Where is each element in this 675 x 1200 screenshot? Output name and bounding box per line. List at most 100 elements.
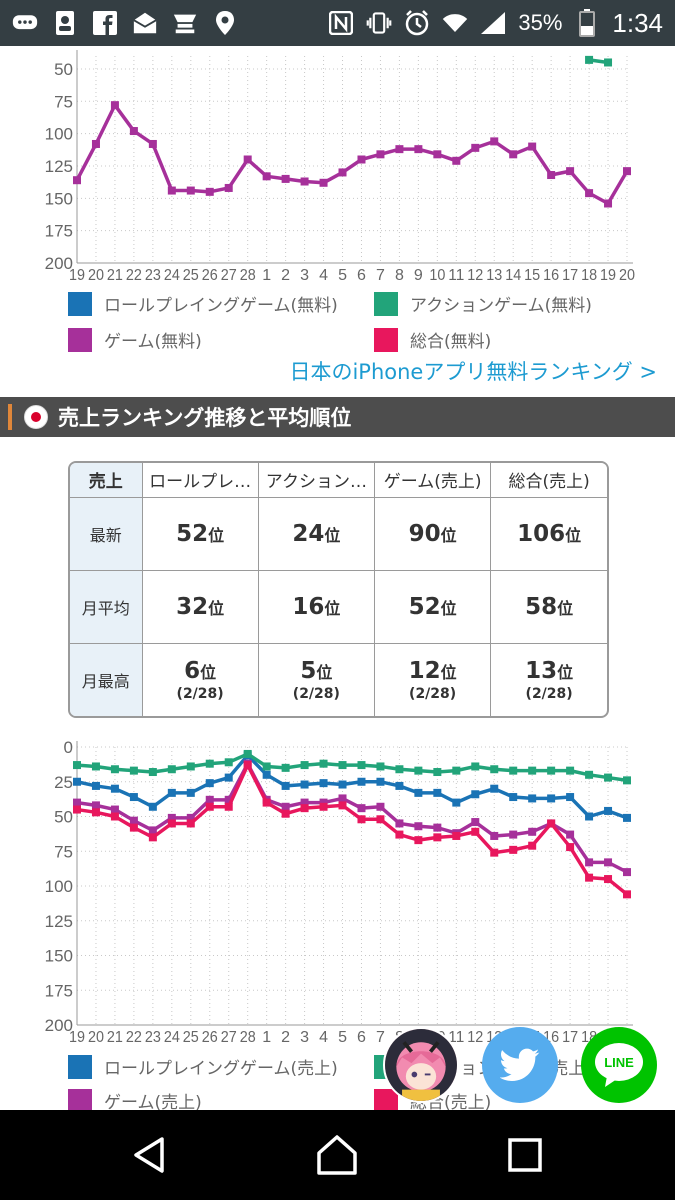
legend-item: ゲーム(売上) xyxy=(68,1088,202,1110)
data-point xyxy=(338,761,347,770)
data-point xyxy=(623,813,631,822)
data-point xyxy=(110,101,119,110)
line-share-button[interactable]: LINE xyxy=(581,1027,657,1103)
data-point xyxy=(566,830,575,839)
data-point xyxy=(262,770,271,779)
data-point xyxy=(566,793,575,802)
legend-label: アクションゲーム(無料) xyxy=(410,296,592,316)
data-point xyxy=(357,804,366,813)
data-point xyxy=(395,830,404,839)
legend-label: ゲーム(無料) xyxy=(104,332,202,352)
data-point xyxy=(319,802,328,811)
x-tick-label: 25 xyxy=(183,1029,199,1046)
data-point xyxy=(186,813,195,822)
rank-value: 52 xyxy=(176,520,209,547)
data-point xyxy=(490,784,499,793)
rank-value: 90 xyxy=(408,520,441,547)
legend-label: ゲーム(売上) xyxy=(104,1093,202,1110)
y-tick-label: 175 xyxy=(45,981,73,1000)
x-tick-label: 19 xyxy=(69,267,85,284)
x-tick-label: 4 xyxy=(319,267,328,284)
data-point xyxy=(148,826,157,835)
data-point xyxy=(433,150,442,159)
x-tick-label: 24 xyxy=(164,1029,180,1046)
table-cell: 52位 xyxy=(141,496,259,571)
data-point xyxy=(224,795,233,804)
x-tick-label: 16 xyxy=(543,267,559,284)
data-point xyxy=(205,187,214,196)
data-point xyxy=(490,831,499,840)
x-tick-label: 27 xyxy=(221,1029,237,1046)
data-point xyxy=(471,143,480,152)
sales-ranking-legend: ロールプレイングゲーム(売上) アクションゲーム(売上) ゲーム(売上) 総合(… xyxy=(0,1054,675,1110)
data-point xyxy=(395,781,404,790)
data-point xyxy=(167,813,176,822)
y-tick-label: 25 xyxy=(54,773,73,792)
x-tick-label: 12 xyxy=(467,267,483,284)
line-label: LINE xyxy=(604,1055,634,1070)
home-button[interactable] xyxy=(314,1132,360,1178)
x-tick-label: 20 xyxy=(88,267,104,284)
data-point xyxy=(186,819,195,828)
rank-unit: 位 xyxy=(440,662,457,682)
data-point xyxy=(376,762,385,771)
data-point xyxy=(243,761,252,770)
rank-unit: 位 xyxy=(200,662,217,682)
x-tick-label: 15 xyxy=(524,267,540,284)
y-tick-label: 150 xyxy=(45,189,73,208)
data-point xyxy=(357,155,366,164)
x-tick-label: 19 xyxy=(600,267,616,284)
data-point xyxy=(490,765,499,774)
free-ranking-chart: 50 75 100 125 150 175 200 19 20 21 22 23 24 25 26 27 28 1… xyxy=(0,46,675,291)
y-tick-label: 50 xyxy=(54,60,73,79)
twitter-share-button[interactable] xyxy=(482,1027,558,1103)
x-tick-label: 28 xyxy=(240,1029,256,1046)
data-point xyxy=(547,766,556,775)
alarm-icon xyxy=(404,10,430,36)
data-point xyxy=(585,858,594,867)
x-tick-label: 20 xyxy=(88,1029,104,1046)
data-point xyxy=(73,761,81,770)
x-tick-label: 22 xyxy=(126,1029,142,1046)
data-point xyxy=(471,818,480,827)
data-point xyxy=(91,801,100,810)
legend-swatch xyxy=(68,1054,92,1079)
rank-value: 32 xyxy=(176,593,209,620)
data-point xyxy=(224,183,233,192)
avatar-button[interactable] xyxy=(383,1027,459,1103)
back-button[interactable] xyxy=(127,1132,173,1178)
x-tick-label: 27 xyxy=(221,267,237,284)
data-point xyxy=(604,806,613,815)
data-point xyxy=(357,761,366,770)
table-cell: 32位 xyxy=(141,569,259,644)
data-point xyxy=(509,793,518,802)
free-ranking-link[interactable]: 日本のiPhoneアプリ無料ランキング > xyxy=(289,360,657,384)
data-point xyxy=(566,766,575,775)
legend-swatch xyxy=(374,291,398,316)
y-tick-label: 125 xyxy=(45,157,73,176)
legend-item: ゲーム(無料) xyxy=(68,327,202,352)
status-bar-right: 35% 1:34 xyxy=(328,6,663,40)
x-tick-label: 19 xyxy=(69,1029,85,1046)
rank-value: 58 xyxy=(525,593,558,620)
data-point xyxy=(129,793,138,802)
contacts-icon xyxy=(52,10,78,36)
sales-ranking-chart: 0 25 50 75 100 125 150 175 200 19 20 21 22 23 24 25 26 27… xyxy=(0,735,675,1047)
y-tick-label: 100 xyxy=(45,125,73,144)
data-point xyxy=(376,815,385,824)
data-point xyxy=(338,780,347,789)
data-point xyxy=(585,770,594,779)
data-point xyxy=(414,822,423,831)
navigation-bar xyxy=(0,1110,675,1200)
x-tick-label: 7 xyxy=(376,267,385,284)
data-point xyxy=(91,762,100,771)
x-tick-label: 24 xyxy=(164,267,180,284)
data-point xyxy=(300,761,309,770)
data-point xyxy=(471,762,480,771)
data-point xyxy=(357,815,366,824)
rank-unit: 位 xyxy=(316,662,333,682)
recents-button[interactable] xyxy=(502,1132,548,1178)
data-point xyxy=(452,766,461,775)
data-point xyxy=(604,199,613,208)
avatar-icon xyxy=(385,1029,457,1101)
